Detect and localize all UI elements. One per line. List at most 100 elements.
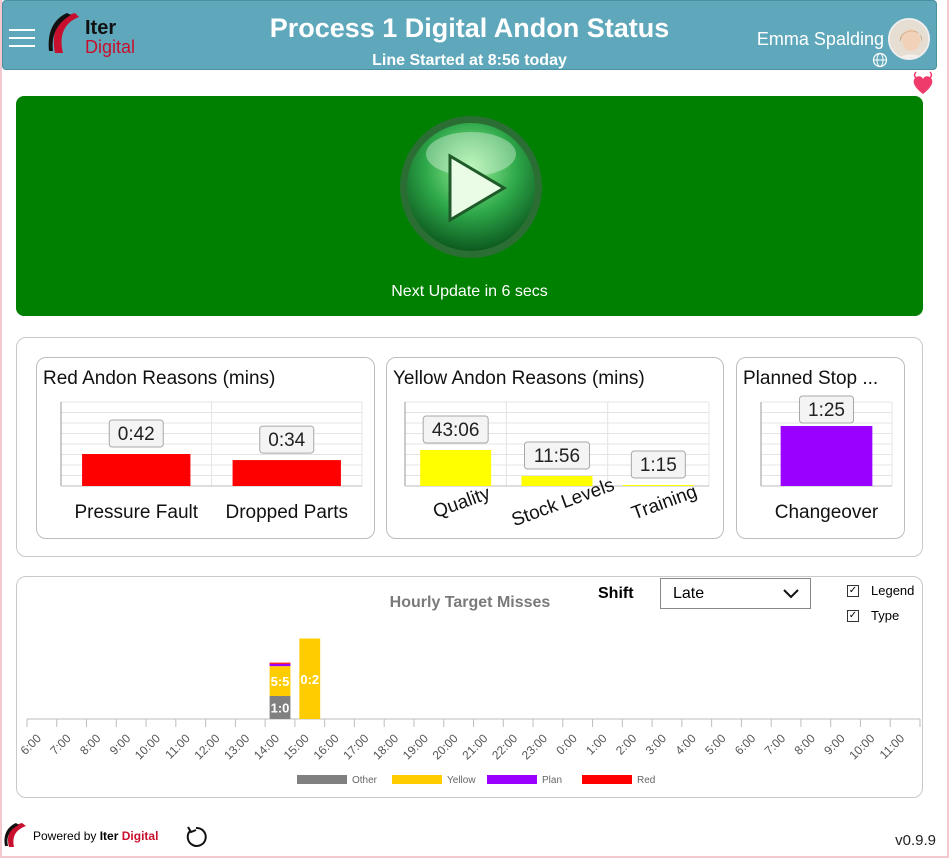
x-tick-label: 4:00 (672, 731, 699, 758)
play-icon[interactable] (398, 114, 544, 260)
bar-value-label: 0:2 (300, 672, 319, 687)
planned-stop-chart: 1:25 Changeover (760, 395, 893, 523)
andon-status-panel: Next Update in 6 secs (16, 96, 923, 316)
x-tick-label: 10:00 (132, 731, 163, 762)
bar-0 (82, 454, 191, 486)
data-label-box (524, 441, 590, 470)
x-tick-label: 9:00 (107, 731, 134, 758)
data-label: 1:25 (808, 400, 845, 421)
legend-checkbox[interactable]: ✓ (847, 584, 859, 597)
bar-2 (622, 484, 694, 486)
x-tick-label: 9:00 (821, 731, 848, 758)
legend-swatch (392, 775, 442, 784)
x-tick-label: 15:00 (281, 731, 312, 762)
data-label-box (630, 450, 686, 479)
bar-plan (269, 663, 291, 667)
legend-swatch (487, 775, 537, 784)
avatar[interactable] (888, 18, 930, 60)
red-andon-card: Red Andon Reasons (mins) 0:42 Pressure Fa… (36, 357, 375, 539)
chart-title: Hourly Target Misses (390, 594, 551, 611)
x-tick-label: 11:00 (877, 731, 908, 762)
data-label: 1:15 (640, 455, 677, 476)
x-tick-label: 21:00 (459, 731, 490, 762)
shift-label: Shift (598, 585, 634, 602)
yellow-andon-card: Yellow Andon Reasons (mins) 43:06 Quality… (386, 357, 724, 539)
page-title: Process 1 Digital Andon Status (269, 13, 670, 43)
bar-0 (780, 426, 873, 486)
powered-by-label: Powered by (33, 829, 97, 843)
planned-stop-card: Planned Stop ... 1:25 Changeover (736, 357, 905, 539)
bar-1 (521, 476, 593, 486)
legend-label: Red (637, 775, 655, 786)
x-tick-label: 12:00 (191, 731, 222, 762)
logo-swoosh-icon (48, 13, 79, 53)
bar-0 (420, 450, 492, 486)
shift-selected-value: Late (673, 585, 705, 602)
x-tick-label: 18:00 (370, 731, 401, 762)
menu-icon[interactable] (9, 29, 35, 47)
bar-value-label: 1:0 (271, 701, 290, 716)
data-label-box (799, 395, 854, 424)
powered-by-text: Powered by Iter Digital (33, 829, 158, 843)
x-tick-label: 11:00 (162, 731, 193, 762)
x-tick-label: 8:00 (792, 731, 819, 758)
legend-label: Yellow (447, 775, 476, 786)
red-andon-title: Red Andon Reasons (mins) (43, 368, 276, 389)
x-tick-label: 19:00 (400, 731, 431, 762)
heartbeat-icon (913, 71, 933, 94)
globe-icon[interactable] (872, 52, 888, 68)
legend-toggle-label: Legend (871, 583, 915, 598)
x-tick-label: 1:00 (583, 731, 610, 758)
category-label: Dropped Parts (225, 502, 348, 523)
version-label: v0.9.9 (895, 832, 936, 849)
category-label: Pressure Fault (74, 502, 198, 523)
category-label: Training (629, 481, 700, 524)
data-label-box (259, 425, 315, 454)
shift-dropdown[interactable]: Late (660, 578, 811, 609)
legend-label: Plan (542, 775, 562, 786)
legend-toggle[interactable]: ✓ Legend (847, 583, 914, 598)
legend-label: Other (352, 775, 378, 786)
type-toggle[interactable]: ✓ Type (847, 608, 899, 623)
data-label: 0:34 (268, 430, 305, 451)
category-label: Quality (430, 483, 493, 523)
x-tick-label: 6:00 (732, 731, 759, 758)
data-label: 11:56 (534, 446, 580, 467)
legend-swatch (582, 775, 632, 784)
bar-other (269, 696, 291, 719)
user-name: Emma Spalding (756, 29, 884, 49)
x-tick-label: 0:00 (553, 731, 580, 758)
hourly-target-panel: Hourly Target Misses 6:00 7:00 8:00 9:00 10:0… (16, 576, 923, 798)
x-tick-label: 20:00 (430, 731, 461, 762)
user-photo (890, 20, 928, 58)
x-tick-label: 5:00 (702, 731, 729, 758)
bar-yellow (269, 666, 291, 696)
refresh-icon[interactable] (184, 825, 208, 849)
x-tick-label: 23:00 (519, 731, 550, 762)
bar-yellow (299, 638, 321, 719)
x-tick-label: 7:00 (47, 731, 74, 758)
x-tick-label: 14:00 (251, 731, 282, 762)
line-started-text: Line Started at 8:56 today (372, 52, 567, 69)
type-toggle-label: Type (871, 608, 900, 623)
next-update-text: Next Update in 6 secs (391, 283, 548, 300)
x-tick-label: 22:00 (489, 731, 520, 762)
x-tick-label: 3:00 (643, 731, 670, 758)
planned-stop-title: Planned Stop ... (743, 368, 879, 389)
logo-word-iter: Iter (85, 17, 117, 39)
category-label: Changeover (775, 502, 879, 523)
x-tick-label: 8:00 (77, 731, 104, 758)
data-label-box (108, 419, 164, 448)
bar-1 (232, 460, 341, 486)
bar-red (269, 662, 291, 664)
powered-brand-digital: Digital (121, 829, 159, 843)
x-tick-label: 2:00 (613, 731, 640, 758)
footer-logo-icon (4, 823, 27, 847)
x-tick-label: 7:00 (762, 731, 789, 758)
x-tick-label: 6:00 (18, 731, 45, 758)
data-label: 43:06 (432, 420, 480, 441)
data-label-box (422, 415, 489, 444)
type-checkbox[interactable]: ✓ (847, 609, 859, 622)
